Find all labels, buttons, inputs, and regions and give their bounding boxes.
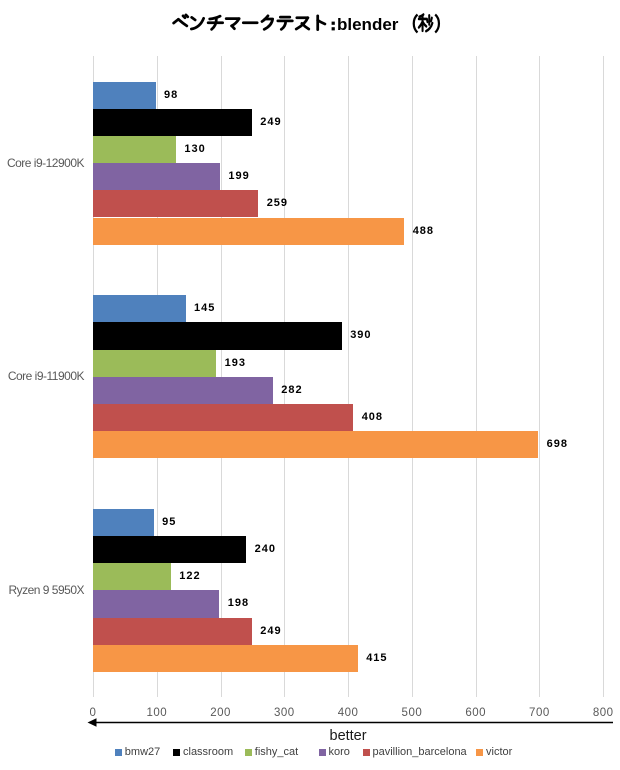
svg-text:blender: blender xyxy=(337,15,399,34)
